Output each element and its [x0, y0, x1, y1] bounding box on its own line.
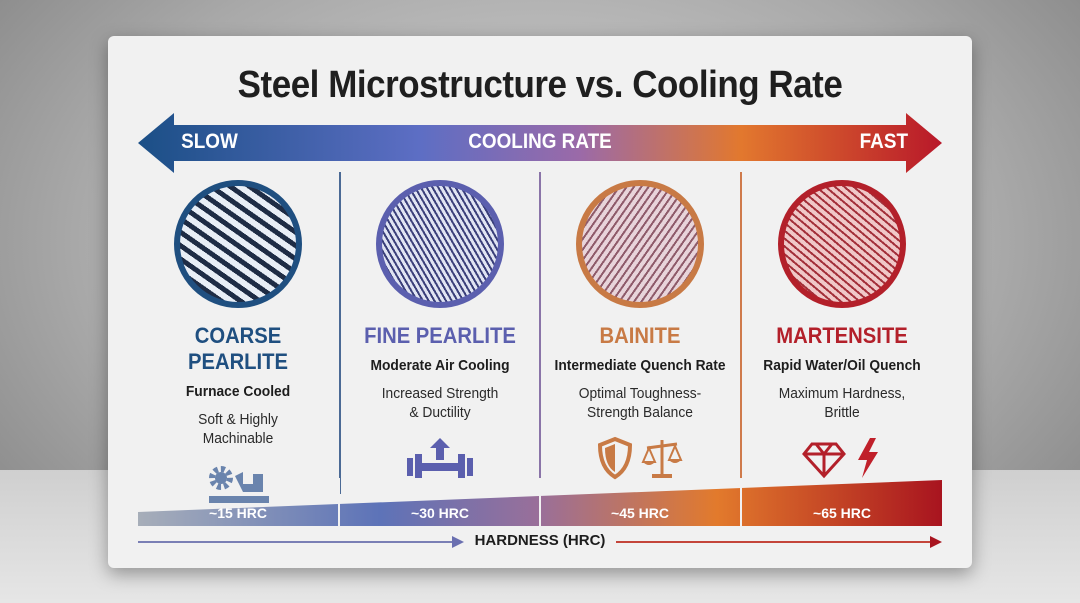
phase-name: FINE PEARLITE	[364, 323, 516, 348]
micrograph-image	[376, 180, 504, 308]
hardness-value: ~30 HRC	[411, 505, 469, 521]
desc-line: Strength Balance	[587, 404, 693, 421]
cooling-rate-label: COOLING RATE	[468, 130, 612, 153]
hardness-value: ~45 HRC	[611, 505, 669, 521]
phase-cooling: Furnace Cooled	[185, 383, 291, 400]
phase-desc: Optimal Toughness- Strength Balance	[548, 384, 732, 422]
page-title: Steel Microstructure vs. Cooling Rate	[237, 64, 843, 106]
micrograph-image	[576, 180, 704, 308]
phase-name: COARSE PEARLITE	[187, 323, 289, 374]
desc-line: Brittle	[824, 404, 860, 421]
desc-line: Soft & Highly	[198, 411, 278, 428]
lightning-icon	[858, 438, 878, 478]
phase-desc: Increased Strength & Ductility	[348, 384, 532, 422]
desc-line: Optimal Toughness-	[578, 385, 702, 402]
phase-bainite: BAINITE Intermediate Quench Rate Optimal…	[540, 180, 740, 480]
phase-cooling: Rapid Water/Oil Quench	[763, 357, 921, 374]
gear-lathe-icon	[209, 466, 269, 503]
desc-line: Increased Strength	[381, 385, 499, 402]
phase-cooling: Moderate Air Cooling	[370, 357, 510, 374]
cooling-rate-arrow	[138, 113, 942, 173]
hardness-scale-bar	[138, 478, 942, 526]
phase-desc: Maximum Hardness, Brittle	[750, 384, 934, 422]
hardness-value: ~65 HRC	[813, 505, 871, 521]
desc-line: Maximum Hardness,	[778, 385, 906, 402]
phase-coarse-pearlite: COARSE PEARLITE Furnace Cooled Soft & Hi…	[138, 180, 338, 506]
dumbbell-up-arrow-icon	[407, 438, 473, 478]
desc-line: & Ductility	[409, 404, 471, 421]
balance-scale-icon	[641, 440, 683, 478]
phase-name: BAINITE	[599, 323, 681, 348]
phase-cooling: Intermediate Quench Rate	[554, 357, 726, 374]
phase-name: MARTENSITE	[776, 323, 908, 348]
divider	[539, 172, 541, 494]
divider	[339, 172, 341, 494]
micrograph-image	[174, 180, 302, 308]
phase-fine-pearlite: FINE PEARLITE Moderate Air Cooling Incre…	[340, 180, 540, 480]
shield-icon	[597, 436, 633, 480]
hardness-axis-label: HARDNESS (HRC)	[474, 532, 606, 549]
divider	[740, 172, 742, 494]
desc-line: Machinable	[202, 430, 274, 447]
phase-desc: Soft & Highly Machinable	[146, 410, 330, 448]
hardness-value: ~15 HRC	[209, 505, 267, 521]
slow-label: SLOW	[181, 130, 238, 153]
hardness-arrow	[138, 536, 942, 548]
fast-label: FAST	[859, 130, 908, 153]
micrograph-image	[778, 180, 906, 308]
diamond-icon	[802, 442, 846, 479]
phase-martensite: MARTENSITE Rapid Water/Oil Quench Maximu…	[742, 180, 942, 480]
